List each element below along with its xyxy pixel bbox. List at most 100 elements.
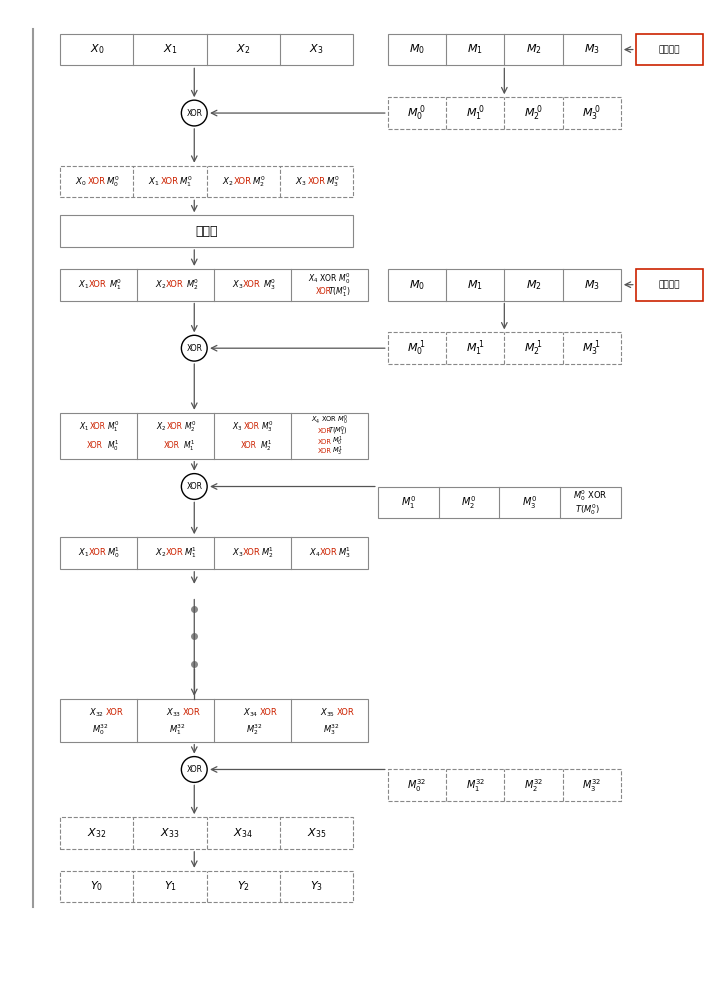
Text: $M_0^{\ 1}$: $M_0^{\ 1}$	[407, 338, 427, 358]
Text: $X_2$: $X_2$	[236, 43, 250, 56]
Text: XOR: XOR	[336, 708, 354, 717]
Text: $X_{34}$: $X_{34}$	[243, 706, 258, 719]
Text: XOR: XOR	[166, 422, 183, 431]
Text: XOR: XOR	[186, 482, 202, 491]
Text: $M_1$: $M_1$	[467, 43, 483, 56]
Bar	[387, 97, 621, 129]
Text: $X_4$: $X_4$	[309, 547, 321, 559]
Bar	[636, 269, 703, 301]
Text: $Y_1$: $Y_1$	[164, 880, 176, 893]
Text: $X_4$ XOR $M_0^0$: $X_4$ XOR $M_0^0$	[311, 414, 348, 427]
Text: XOR: XOR	[186, 765, 202, 774]
Text: XOR: XOR	[319, 548, 337, 557]
Text: $M_0^1$: $M_0^1$	[107, 438, 119, 453]
Text: $M_3$: $M_3$	[584, 43, 599, 56]
Text: 随机置换: 随机置换	[659, 280, 680, 289]
Text: $M_2$: $M_2$	[525, 43, 541, 56]
Text: XOR: XOR	[88, 177, 106, 186]
Text: $M_1^{32}$: $M_1^{32}$	[466, 777, 485, 794]
Text: $M_1^{32}$: $M_1^{32}$	[169, 722, 186, 737]
Text: $M_1^{\ 1}$: $M_1^{\ 1}$	[466, 338, 485, 358]
Text: $M_2$: $M_2$	[525, 278, 541, 292]
Text: $M_3^0$: $M_3^0$	[261, 419, 274, 434]
Text: $M_0^{32}$: $M_0^{32}$	[407, 777, 427, 794]
Text: XOR: XOR	[260, 708, 277, 717]
Text: $M_3^1$: $M_3^1$	[338, 546, 351, 560]
Text: $X_2$: $X_2$	[156, 420, 166, 433]
Text: XOR: XOR	[186, 344, 202, 353]
Text: $X_2$: $X_2$	[155, 547, 166, 559]
Bar	[60, 817, 353, 849]
Bar	[60, 34, 353, 65]
Bar	[387, 269, 621, 301]
Bar	[60, 871, 353, 902]
Text: XOR: XOR	[166, 548, 183, 557]
Text: $M_1^{\ 0}$: $M_1^{\ 0}$	[466, 103, 485, 123]
Text: XOR: XOR	[186, 109, 202, 118]
Text: $M_2^{\ 1}$: $M_2^{\ 1}$	[524, 338, 543, 358]
Text: XOR: XOR	[240, 441, 257, 450]
Text: $X_3$: $X_3$	[232, 420, 243, 433]
Text: $X_2$: $X_2$	[222, 175, 233, 188]
Text: $X_1$: $X_1$	[78, 278, 90, 291]
Text: $X_{33}$: $X_{33}$	[161, 826, 180, 840]
Bar	[60, 269, 368, 301]
Text: $X_{33}$: $X_{33}$	[166, 706, 181, 719]
Text: $M_2^{\ 0}$: $M_2^{\ 0}$	[524, 103, 543, 123]
Text: $M_1$: $M_1$	[467, 278, 483, 292]
Text: $M_1^0$: $M_1^0$	[109, 277, 122, 292]
Text: $X_3$: $X_3$	[232, 278, 243, 291]
Text: 轮变换: 轮变换	[196, 225, 218, 238]
Text: XOR: XOR	[164, 441, 180, 450]
Bar	[387, 34, 621, 65]
Text: $M_0^0$ XOR: $M_0^0$ XOR	[573, 488, 608, 503]
Text: $M_1^1$: $M_1^1$	[184, 546, 197, 560]
Text: $T(M_0^0)$: $T(M_0^0)$	[575, 502, 600, 517]
Text: $X_3$: $X_3$	[309, 43, 324, 56]
Text: $M_0^1$: $M_0^1$	[107, 546, 120, 560]
Text: $X_2$: $X_2$	[155, 278, 166, 291]
Text: $X_{35}$: $X_{35}$	[320, 706, 335, 719]
Text: $M_2^{32}$: $M_2^{32}$	[246, 722, 263, 737]
Text: XOR: XOR	[161, 177, 179, 186]
Text: XOR: XOR	[87, 441, 103, 450]
Text: XOR: XOR	[242, 548, 260, 557]
Text: $X_0$: $X_0$	[75, 175, 87, 188]
Text: $M_0^{\ 0}$: $M_0^{\ 0}$	[407, 103, 427, 123]
Text: XOR: XOR	[316, 287, 331, 296]
Text: $M_2^0$: $M_2^0$	[461, 494, 476, 511]
Text: $Y_3$: $Y_3$	[310, 880, 323, 893]
Text: $X_4$ XOR $M_0^0$: $X_4$ XOR $M_0^0$	[308, 271, 351, 286]
Text: XOR: XOR	[242, 280, 260, 289]
Text: $X_1$: $X_1$	[163, 43, 177, 56]
Text: XOR: XOR	[234, 177, 252, 186]
Text: XOR: XOR	[307, 177, 326, 186]
Text: $M_0$: $M_0$	[409, 43, 425, 56]
Text: $M_2^0$: $M_2^0$	[186, 277, 199, 292]
Text: $X_{32}$: $X_{32}$	[87, 826, 107, 840]
Bar	[60, 413, 368, 459]
Text: $M_2^1$: $M_2^1$	[261, 546, 274, 560]
Text: XOR: XOR	[318, 448, 331, 454]
Text: $X_0$: $X_0$	[90, 43, 104, 56]
Bar	[60, 215, 353, 247]
Text: $M_2^1$: $M_2^1$	[260, 438, 272, 453]
Bar	[60, 166, 353, 197]
Text: XOR: XOR	[244, 422, 260, 431]
Text: $M_3^{\ 0}$: $M_3^{\ 0}$	[582, 103, 602, 123]
Text: $M_1^0$: $M_1^0$	[107, 419, 120, 434]
Text: $M_0$: $M_0$	[409, 278, 425, 292]
Text: $T(M_1^0)$: $T(M_1^0)$	[328, 424, 348, 438]
Text: XOR: XOR	[183, 708, 201, 717]
Text: $X_1$: $X_1$	[149, 175, 160, 188]
Text: $X_{32}$: $X_{32}$	[90, 706, 105, 719]
Text: $M_2^{32}$: $M_2^{32}$	[524, 777, 543, 794]
Text: $X_{34}$: $X_{34}$	[233, 826, 253, 840]
Text: $M_0^1$: $M_0^1$	[332, 435, 343, 448]
Text: $M_3^1$: $M_3^1$	[332, 445, 343, 458]
Text: $M_1^0$: $M_1^0$	[401, 494, 416, 511]
Bar	[387, 332, 621, 364]
Text: XOR: XOR	[89, 280, 107, 289]
Text: $M_3^0$: $M_3^0$	[326, 174, 339, 189]
Bar	[387, 769, 621, 801]
